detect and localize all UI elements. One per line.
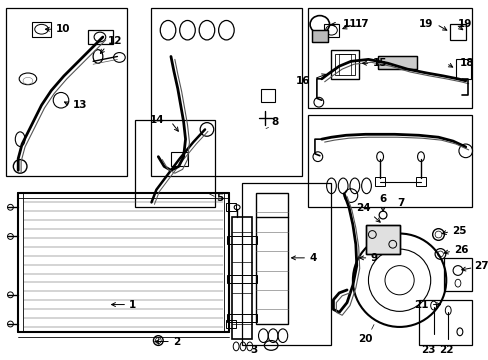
Text: 9: 9 xyxy=(369,253,377,263)
Text: 23: 23 xyxy=(421,345,435,355)
Bar xyxy=(226,203,236,211)
Text: 11: 11 xyxy=(343,19,357,30)
Bar xyxy=(227,237,256,244)
Text: 26: 26 xyxy=(453,245,468,255)
Text: 18: 18 xyxy=(459,58,473,68)
Text: 14: 14 xyxy=(149,115,164,125)
Bar xyxy=(311,30,327,42)
Bar xyxy=(418,300,470,345)
Bar xyxy=(365,225,399,254)
Bar xyxy=(374,177,384,186)
Bar xyxy=(377,57,416,69)
Text: 4: 4 xyxy=(308,253,316,263)
Text: 12: 12 xyxy=(107,36,122,46)
Bar xyxy=(255,193,287,324)
Bar xyxy=(226,320,236,328)
Bar xyxy=(227,314,256,322)
Bar xyxy=(449,24,465,40)
Bar xyxy=(377,57,416,69)
Bar xyxy=(415,177,425,186)
Text: 25: 25 xyxy=(451,226,466,235)
Bar xyxy=(88,30,112,44)
Bar xyxy=(311,30,327,42)
Bar xyxy=(444,258,470,291)
Text: 24: 24 xyxy=(355,203,369,213)
Text: 27: 27 xyxy=(473,261,488,271)
Text: 6: 6 xyxy=(379,194,386,204)
Text: 17: 17 xyxy=(354,19,369,30)
Bar xyxy=(171,152,188,166)
Text: 7: 7 xyxy=(396,198,404,207)
Text: 15: 15 xyxy=(371,58,386,68)
Bar xyxy=(5,8,127,176)
Text: 19: 19 xyxy=(457,19,471,30)
Bar xyxy=(331,50,358,79)
Text: 21: 21 xyxy=(413,300,428,310)
Text: 20: 20 xyxy=(358,334,372,344)
Text: 2: 2 xyxy=(173,337,180,347)
Bar xyxy=(135,120,214,207)
Text: 19: 19 xyxy=(418,19,433,30)
Bar xyxy=(307,115,470,207)
Bar xyxy=(242,183,331,345)
Bar xyxy=(335,54,354,75)
Text: 10: 10 xyxy=(56,24,70,34)
Bar xyxy=(227,275,256,283)
Bar xyxy=(261,89,274,102)
Text: 3: 3 xyxy=(249,345,257,355)
Text: 1: 1 xyxy=(129,300,136,310)
Bar xyxy=(32,22,51,37)
Bar xyxy=(365,225,399,254)
Text: 8: 8 xyxy=(271,117,278,127)
Bar xyxy=(323,24,339,37)
Bar xyxy=(232,217,251,339)
Text: 16: 16 xyxy=(295,76,309,86)
Text: 13: 13 xyxy=(73,100,87,110)
Bar xyxy=(455,59,469,79)
Text: 5: 5 xyxy=(216,193,224,203)
Bar xyxy=(151,8,302,176)
Text: 22: 22 xyxy=(438,345,452,355)
Bar xyxy=(307,8,470,108)
